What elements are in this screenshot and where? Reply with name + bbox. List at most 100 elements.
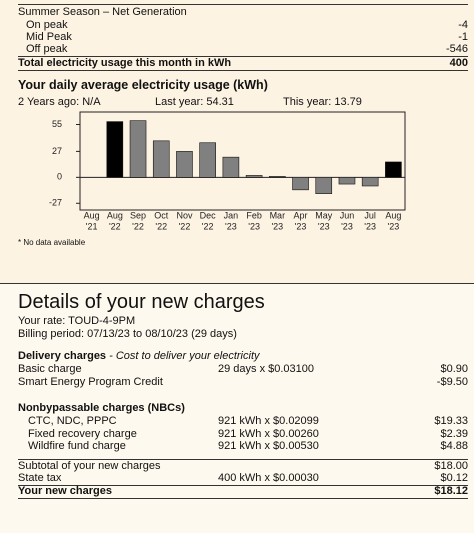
bar [338,177,356,185]
chart: 55270-27Aug'21Aug'22Sep'22Oct'22Nov'22De… [49,111,406,231]
group-heading: Delivery charges - Cost to deliver your … [18,350,468,363]
text: * No data available [18,238,86,247]
bar [106,121,124,178]
x-tick-label: Apr [294,210,308,220]
bar [245,175,263,178]
rule [18,4,468,5]
bar [269,176,286,178]
x-tick-label: '21 [86,221,98,231]
x-tick-label: Jan [224,210,239,220]
x-tick-label: Aug [385,210,401,220]
label: CTC, NDC, PPPC [28,415,117,427]
amount: $2.39 [440,427,468,440]
x-tick-label: '22 [179,221,191,231]
x-tick-label: Nov [176,210,193,220]
charges-section: Details of your new charges Your rate: T… [0,283,474,533]
value: 400 [449,57,468,69]
usage-row: Mid Peak -1 [18,31,468,44]
label: Wildfire fund charge [28,440,126,452]
usage-row: On peak -4 [18,19,468,32]
label: Your new charges [18,485,112,497]
detail: 400 kWh x $0.00030 [218,472,319,484]
rate: Your rate: TOUD-4-9PM [18,315,468,328]
text: Details of your new charges [18,291,265,313]
x-tick-label: '23 [364,221,376,231]
label: Subtotal of your new charges [18,460,161,472]
summary-item: This year: 13.79 [283,96,362,108]
detail: 921 kWh x $0.02099 [218,415,319,427]
detail: 29 days x $0.03100 [218,363,315,375]
x-tick-label: '23 [271,221,283,231]
bar [292,177,309,191]
charge-row: Fixed recovery charge 921 kWh x $0.00260 $… [18,428,468,441]
text: Your rate: TOUD-4-9PM [18,315,136,327]
bar [361,177,379,187]
text: Billing period: 07/13/23 to 08/10/23 (29… [18,328,237,340]
bar [152,140,170,178]
amount: -$9.50 [436,375,468,388]
label: Smart Energy Program Credit [18,375,163,388]
value: -546 [445,43,468,55]
x-tick-label: '23 [248,221,260,231]
detail: 921 kWh x $0.00260 [218,427,319,440]
x-tick-label: '23 [341,221,353,231]
label: Fixed recovery charge [28,427,137,440]
value: -1 [458,31,468,43]
charge-row: CTC, NDC, PPPC 921 kWh x $0.02099 $19.33 [18,415,468,428]
summary: 2 Years ago: N/A Last year: 54.31 This y… [18,96,468,109]
y-tick-label: 55 [52,119,62,129]
billing-period: Billing period: 07/13/23 to 08/10/23 (29… [18,328,468,341]
x-tick-label: Aug [84,210,100,220]
label: Off peak [26,43,68,55]
charge-row: Wildfire fund charge 921 kWh x $0.00530 $4… [18,440,468,453]
x-tick-label: '23 [295,221,307,231]
bar [385,161,402,178]
charge-row: Basic charge 29 days x $0.03100 $0.90 [18,363,468,376]
x-tick-label: Sep [130,210,146,220]
x-tick-label: '22 [132,221,144,231]
x-tick-label: Jun [340,210,355,220]
x-tick-label: Jul [364,210,376,220]
total-row: Your new charges $18.12 [18,485,468,499]
text: Summer Season – Net Generation [18,6,187,18]
x-tick-label: '22 [155,221,167,231]
label: Total electricity usage this month in kW… [18,57,232,69]
table-title: Summer Season – Net Generation [18,6,468,19]
x-tick-label: '23 [388,221,400,231]
amount: $18.12 [434,485,468,497]
summary-item: 2 Years ago: N/A [18,96,101,108]
y-tick-label: 0 [57,172,62,182]
x-tick-label: '23 [318,221,330,231]
heading: Nonbypassable charges (NBCs) [18,402,185,414]
amount: $0.90 [440,363,468,375]
label: State tax [18,472,62,484]
y-tick-label: 27 [52,146,62,156]
footnote: * No data available [18,236,468,249]
amount: $18.00 [434,460,468,472]
amount: $19.33 [434,415,468,427]
amount: $0.12 [440,472,468,484]
bar [315,177,333,194]
bar [199,142,216,178]
x-tick-label: '22 [109,221,121,231]
tax-row: State tax 400 kWh x $0.00030 $0.12 [18,472,468,486]
bar [176,151,193,178]
label: On peak [26,19,68,31]
label: Basic charge [18,363,82,375]
x-tick-label: May [315,210,333,220]
x-tick-label: Mar [270,210,286,220]
charge-row: Smart Energy Program Credit -$9.50 [18,376,468,389]
section-title: Details of your new charges [18,290,468,314]
value: -4 [458,19,468,31]
note: - Cost to deliver your electricity [109,350,260,362]
x-tick-label: '23 [225,221,237,231]
x-tick-label: Oct [154,210,169,220]
heading: Delivery charges [18,350,107,362]
amount: $4.88 [440,440,468,452]
text: Your daily average electricity usage (kW… [18,78,268,92]
x-tick-label: '22 [202,221,214,231]
subtotal-row: Subtotal of your new charges $18.00 [18,459,468,473]
usage-row: Off peak -546 [18,43,468,57]
total-row: Total electricity usage this month in kW… [18,57,468,71]
